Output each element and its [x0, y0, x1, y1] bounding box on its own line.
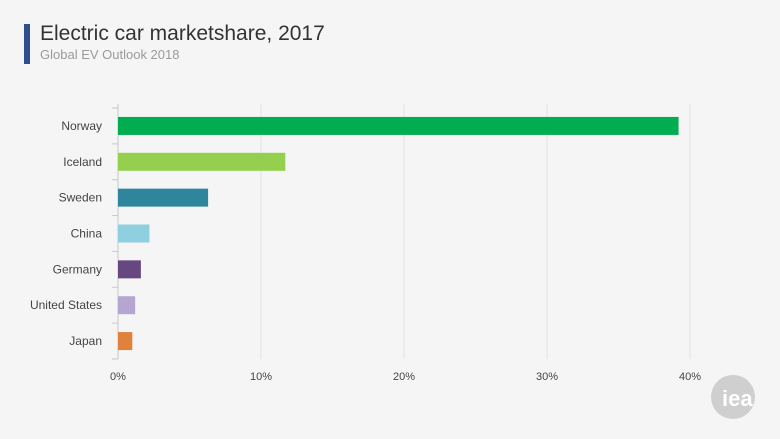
- bar: [118, 296, 136, 315]
- title-accent-bar: [24, 24, 30, 64]
- logo-text: iea: [722, 386, 753, 411]
- category-label: Iceland: [63, 155, 102, 169]
- category-label: Germany: [53, 262, 102, 276]
- bar: [118, 332, 133, 351]
- chart-subtitle: Global EV Outlook 2018: [40, 47, 180, 62]
- x-tick-label: 30%: [536, 371, 558, 383]
- iea-logo-icon: [711, 375, 755, 419]
- x-tick-label: 40%: [679, 371, 701, 383]
- bar: [118, 116, 679, 135]
- category-label: Norway: [61, 119, 102, 133]
- x-tick-label: 20%: [393, 371, 415, 383]
- category-label: Sweden: [59, 191, 102, 205]
- bar: [118, 152, 286, 171]
- x-tick-label: 0%: [110, 371, 126, 383]
- chart-title: Electric car marketshare, 2017: [40, 22, 325, 45]
- bar: [118, 224, 150, 243]
- bar: [118, 188, 209, 207]
- category-label: United States: [30, 298, 102, 312]
- category-label: China: [71, 227, 103, 241]
- bar: [118, 260, 141, 279]
- x-tick-label: 10%: [250, 371, 272, 383]
- category-label: Japan: [69, 334, 102, 348]
